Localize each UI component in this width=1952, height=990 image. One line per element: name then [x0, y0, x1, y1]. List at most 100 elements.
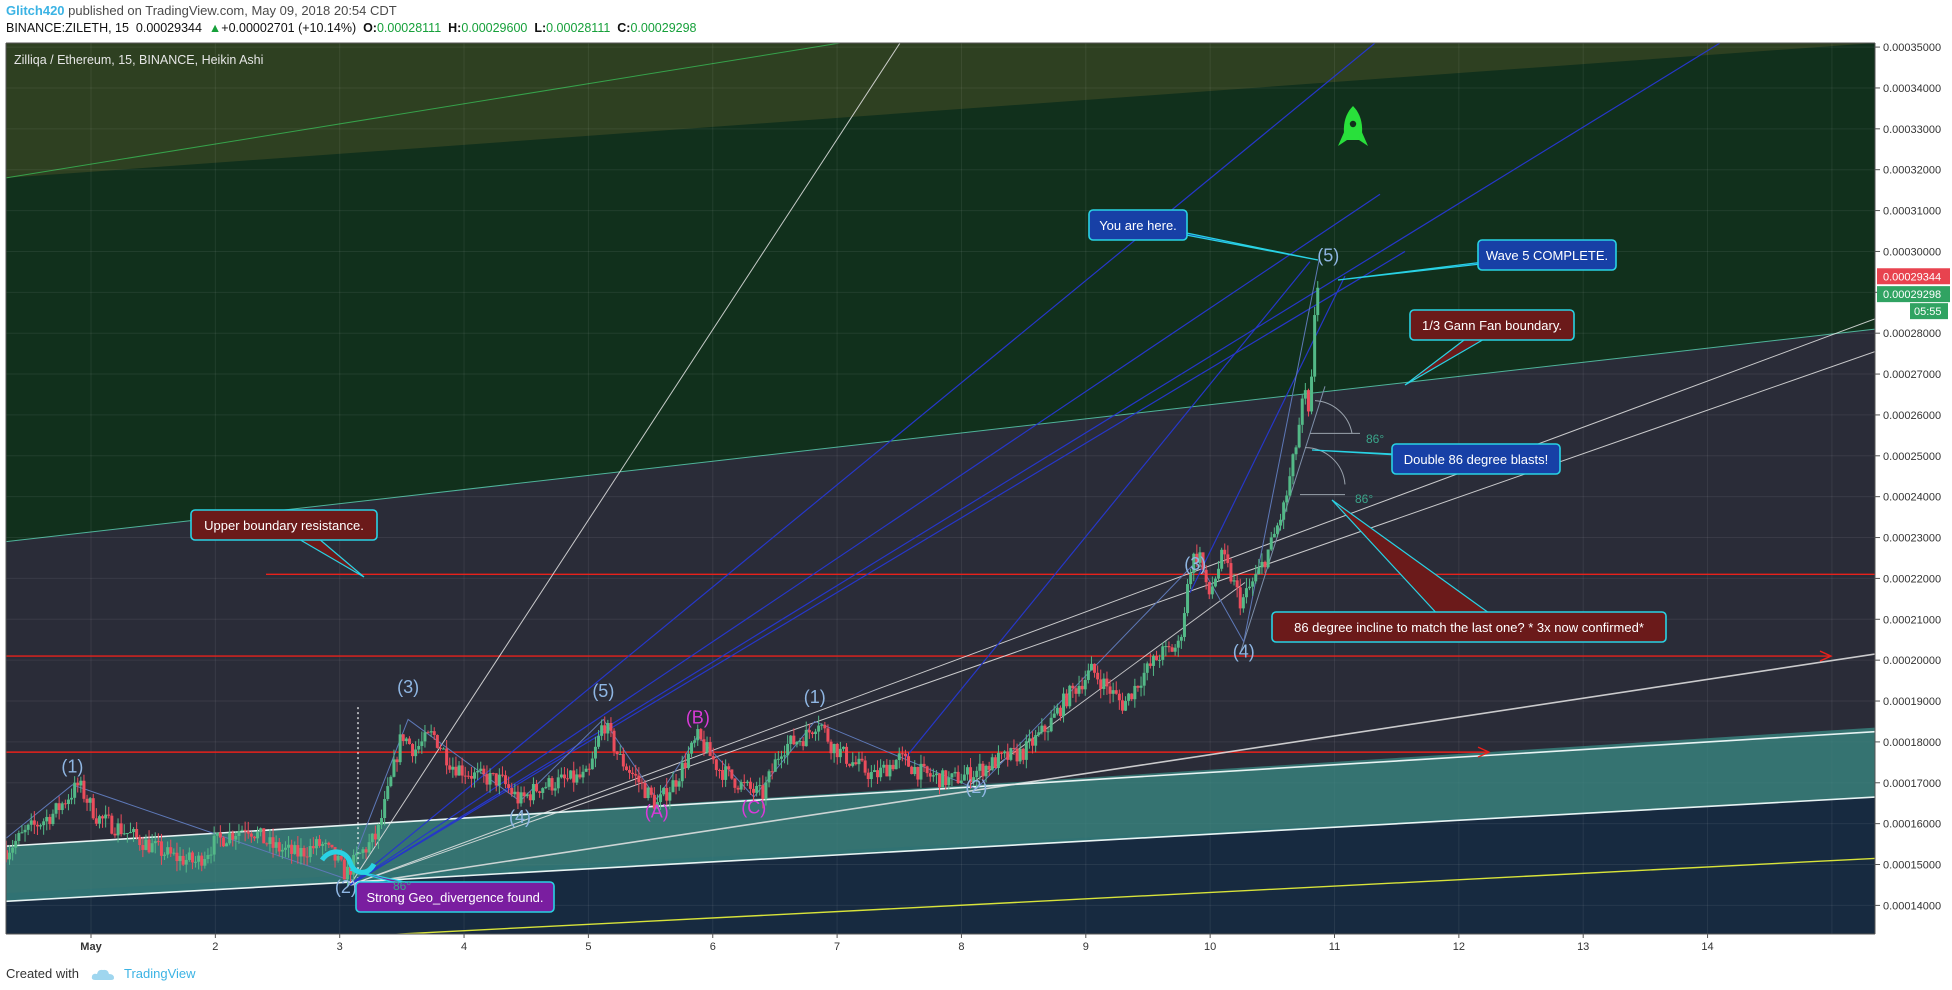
candle-body [1285, 495, 1289, 503]
wave5-complete-callout-text: Wave 5 COMPLETE. [1486, 248, 1608, 263]
you-are-here-callout[interactable]: You are here. [1088, 209, 1319, 261]
candle-body [593, 746, 597, 759]
candle-body [1077, 685, 1081, 694]
candle-body [897, 753, 901, 761]
candle-body [321, 844, 325, 846]
time-tick-label: 5 [585, 941, 591, 953]
candle-body [752, 788, 756, 793]
candle-body [562, 774, 566, 779]
candle-body [962, 774, 966, 781]
candle-body [711, 756, 715, 760]
candle-body [327, 842, 331, 845]
candle-body [218, 832, 222, 838]
candle-body [724, 766, 728, 780]
candle-body [172, 852, 176, 854]
candle-body [35, 824, 39, 827]
candle-body [1297, 424, 1301, 448]
candle-body [1248, 586, 1252, 589]
upper-boundary-callout[interactable]: Upper boundary resistance. [190, 509, 378, 578]
price-tick-label: 0.00031000 [1883, 206, 1941, 218]
candle-body [578, 774, 582, 778]
candle-body [1031, 738, 1035, 746]
candle-body [491, 773, 495, 775]
wave-support-line [1239, 386, 1326, 655]
upper-boundary-callout-box [190, 509, 378, 541]
double-86-callout[interactable]: Double 86 degree blasts! [1311, 443, 1561, 475]
candle-body [1124, 700, 1128, 711]
candle-body [311, 846, 315, 849]
candle-body [17, 833, 21, 841]
candle-body [702, 739, 706, 753]
time-tick-label: 8 [958, 941, 964, 953]
candle-body [1244, 588, 1248, 598]
candle-body [249, 833, 253, 837]
candle-body [163, 854, 167, 856]
gann-fan-callout-pointer [1404, 324, 1509, 386]
blue-trend-line [904, 261, 1311, 759]
candle-body [615, 751, 619, 755]
candle-body [389, 776, 393, 787]
candle-body [621, 753, 625, 767]
candle-body [1105, 678, 1109, 687]
gann-fan-callout[interactable]: 1/3 Gann Fan boundary. [1404, 309, 1575, 386]
candle-body [1068, 685, 1072, 707]
candle-body [460, 765, 464, 776]
candle-body [314, 839, 318, 849]
candle-body [1238, 587, 1242, 609]
candle-body [1182, 613, 1186, 637]
candle-body [1145, 663, 1149, 673]
candle-body [290, 844, 294, 854]
candle-body [649, 787, 653, 795]
candle-body [442, 748, 446, 750]
candle-body [190, 852, 194, 863]
candle-body [45, 816, 49, 822]
time-tick-label: 11 [1329, 941, 1340, 953]
candle-body [479, 768, 483, 771]
footer-credit: Created with TradingView [6, 966, 196, 982]
candle-body [1282, 502, 1286, 520]
candle-body [1108, 686, 1112, 694]
candle-body [600, 725, 604, 736]
candle-body [1065, 693, 1069, 707]
candle-body [57, 803, 61, 811]
gann-fan-boundary-line [6, 328, 1875, 543]
candle-body [1058, 707, 1062, 717]
candle-body [426, 732, 430, 734]
candle-body [407, 738, 411, 745]
candle-body [1161, 646, 1165, 660]
author-link[interactable]: Glitch420 [6, 3, 65, 18]
candle-body [423, 732, 427, 742]
wave5-complete-callout-box [1477, 239, 1617, 271]
candle-body [1251, 581, 1255, 587]
incline-86-callout[interactable]: 86 degree incline to match the last one?… [1271, 499, 1667, 643]
candle-body [767, 771, 771, 783]
candle-body [869, 772, 873, 780]
time-tick-label: 7 [834, 941, 840, 953]
candle-body [736, 787, 740, 790]
candle-body [1291, 454, 1295, 477]
angle-label: 86° [1366, 432, 1384, 446]
geo-divergence-callout[interactable]: Strong Geo_divergence found. [349, 869, 555, 913]
candle-body [1272, 533, 1276, 538]
candle-body [553, 788, 557, 791]
tradingview-link[interactable]: TradingView [124, 966, 196, 981]
wave-label: (1) [61, 757, 83, 777]
candle-body [618, 753, 622, 755]
angle-label: 86° [393, 879, 411, 893]
wave-label: (4) [1233, 641, 1255, 661]
candle-body [680, 762, 684, 782]
candle-body [659, 794, 663, 803]
candle-body [854, 762, 858, 765]
candle-body [845, 746, 849, 764]
price-tick-label: 0.00034000 [1883, 83, 1941, 95]
candle-body [1040, 725, 1044, 733]
candle-body [280, 849, 284, 852]
incline-86-callout-text: 86 degree incline to match the last one?… [1294, 620, 1644, 635]
incline-86-callout-pointer [1331, 499, 1509, 628]
candle-body [944, 770, 948, 786]
candle-body [953, 771, 957, 774]
wave5-complete-callout[interactable]: Wave 5 COMPLETE. [1337, 239, 1617, 281]
candle-body [76, 782, 80, 786]
candle-body [519, 792, 523, 804]
